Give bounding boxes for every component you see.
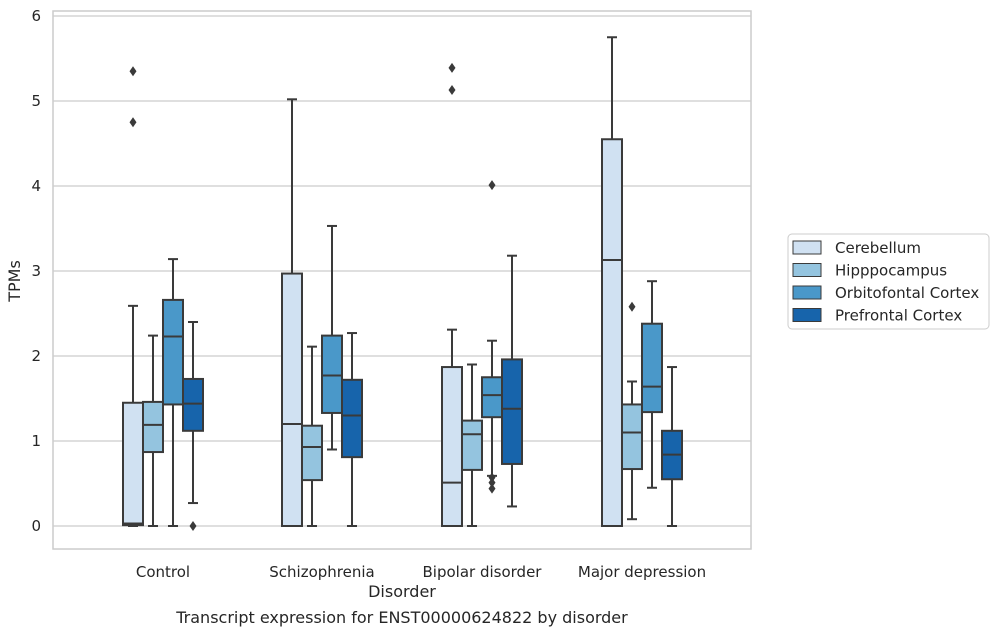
box-iqr bbox=[601, 138, 623, 527]
x-tick-label: Bipolar disorder bbox=[423, 563, 543, 581]
plot-frame bbox=[52, 10, 752, 550]
box-iqr bbox=[501, 358, 523, 465]
box-orbitofontal-cortex bbox=[641, 280, 663, 489]
x-tick-label: Control bbox=[136, 563, 190, 581]
y-tick-label: 0 bbox=[31, 517, 41, 535]
box-hipppocampus bbox=[621, 301, 643, 521]
legend-entry: Prefrontal Cortex bbox=[835, 307, 962, 325]
box-cerebellum bbox=[122, 66, 144, 527]
outlier-point bbox=[488, 483, 496, 494]
box-prefrontal-cortex bbox=[501, 254, 523, 508]
box-cerebellum bbox=[601, 36, 623, 527]
box-hipppocampus bbox=[142, 334, 164, 527]
box-iqr bbox=[122, 401, 144, 527]
box-hipppocampus bbox=[461, 363, 483, 527]
x-axis-label: Disorder bbox=[368, 582, 436, 601]
y-tick-label: 2 bbox=[31, 347, 41, 365]
box-orbitofontal-cortex bbox=[321, 224, 343, 451]
box-iqr bbox=[641, 322, 663, 414]
outlier-point bbox=[129, 117, 137, 128]
box-iqr bbox=[321, 334, 343, 414]
chart-title: Transcript expression for ENST0000062482… bbox=[175, 608, 628, 627]
box-iqr bbox=[301, 424, 323, 482]
box-prefrontal-cortex bbox=[182, 321, 204, 531]
x-tick-label: Major depression bbox=[578, 563, 706, 581]
y-axis-label: TPMs bbox=[5, 260, 24, 303]
legend-entry: Cerebellum bbox=[835, 239, 921, 257]
outlier-point bbox=[189, 521, 197, 531]
legend-entry: Hipppocampus bbox=[835, 262, 947, 280]
box-iqr bbox=[142, 400, 164, 454]
y-tick-label: 4 bbox=[31, 177, 41, 195]
outlier-point bbox=[628, 301, 636, 312]
box-iqr bbox=[441, 366, 463, 527]
outlier-point bbox=[488, 472, 496, 483]
box-iqr bbox=[281, 272, 303, 527]
box-iqr bbox=[341, 378, 363, 459]
box-iqr bbox=[461, 419, 483, 471]
box-iqr bbox=[481, 376, 503, 419]
y-tick-label: 1 bbox=[31, 432, 41, 450]
box-orbitofontal-cortex bbox=[481, 180, 503, 494]
y-axis-ticks: 0 1 2 3 4 5 6 bbox=[31, 7, 41, 535]
outlier-point bbox=[448, 62, 456, 73]
y-tick-label: 6 bbox=[31, 7, 41, 25]
box-prefrontal-cortex bbox=[341, 332, 363, 527]
box-iqr bbox=[621, 403, 643, 471]
box-cerebellum bbox=[281, 98, 303, 527]
box-iqr bbox=[182, 377, 204, 432]
legend-frame bbox=[787, 233, 990, 330]
box-cerebellum bbox=[441, 62, 463, 527]
x-axis-ticks: Control Schizophrenia Bipolar disorder Majo… bbox=[136, 563, 706, 581]
outlier-point bbox=[448, 84, 456, 95]
box-hipppocampus bbox=[301, 345, 323, 527]
outlier-point bbox=[488, 477, 496, 488]
outlier-point bbox=[129, 66, 137, 77]
legend-swatch bbox=[792, 263, 822, 277]
box-prefrontal-cortex bbox=[661, 366, 683, 527]
y-tick-label: 3 bbox=[31, 262, 41, 280]
y-tick-label: 5 bbox=[31, 92, 41, 110]
legend-swatch bbox=[792, 285, 822, 300]
legend-swatch bbox=[792, 308, 822, 322]
boxes bbox=[122, 36, 683, 531]
legend: Cerebellum Hipppocampus Orbitofontal Corte… bbox=[787, 233, 990, 330]
box-orbitofontal-cortex bbox=[162, 258, 184, 527]
box-iqr bbox=[162, 298, 184, 406]
outlier-point bbox=[488, 180, 496, 191]
legend-swatch bbox=[792, 240, 822, 255]
x-tick-label: Schizophrenia bbox=[269, 563, 374, 581]
legend-entry: Orbitofontal Cortex bbox=[835, 284, 979, 302]
